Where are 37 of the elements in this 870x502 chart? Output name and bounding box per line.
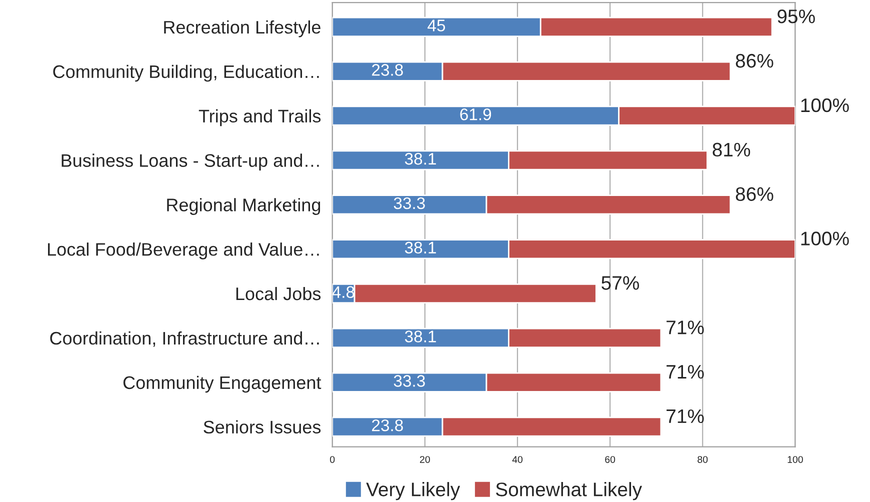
total-label: 95% — [778, 10, 815, 24]
data-label: 23.8 — [372, 419, 403, 432]
total-label: 86% — [736, 54, 774, 68]
x-tick-label: 60 — [605, 456, 616, 463]
x-tick-label: 80 — [698, 456, 708, 463]
data-label: 45 — [428, 20, 446, 32]
y-tick-label: Local Jobs — [236, 286, 321, 300]
total-label: 71% — [666, 365, 704, 379]
total-label: 57% — [602, 276, 640, 290]
x-tick-label: 20 — [420, 456, 430, 463]
y-tick-label: Coordination, Infrastructure and… — [50, 331, 319, 347]
y-tick-label: Business Loans - Start-up and… — [62, 154, 319, 171]
data-label: 38.1 — [404, 242, 436, 254]
data-label: 33.3 — [394, 197, 425, 210]
data-label: 33.3 — [394, 375, 425, 387]
total-label: 100% — [801, 98, 849, 112]
total-label: 81% — [712, 142, 750, 157]
y-tick-label: Community Building, Education… — [53, 64, 319, 82]
data-label: 38.1 — [404, 330, 436, 342]
y-tick-label: Trips and Trails — [198, 109, 321, 126]
legend-label: Somewhat Likely — [496, 482, 642, 500]
data-label: 61.9 — [460, 108, 492, 120]
total-label: 100% — [801, 232, 849, 246]
x-tick-label: 0 — [330, 456, 335, 463]
total-label: 71% — [666, 320, 704, 334]
total-label: 71% — [666, 409, 704, 424]
legend-label: Very Likely — [366, 482, 460, 500]
y-tick-label: Community Engagement — [123, 376, 322, 393]
data-label: 23.8 — [372, 64, 403, 76]
total-label: 86% — [736, 187, 774, 201]
x-tick-label: 40 — [512, 456, 523, 463]
y-tick-label: Regional Marketing — [167, 198, 320, 215]
x-tick-label: 100 — [788, 456, 803, 463]
y-tick-label: Local Food/Beverage and Value… — [48, 242, 319, 260]
data-label: 38.1 — [404, 152, 436, 165]
y-tick-label: Seniors Issues — [204, 420, 321, 434]
y-tick-label: Recreation Lifestyle — [164, 20, 320, 38]
